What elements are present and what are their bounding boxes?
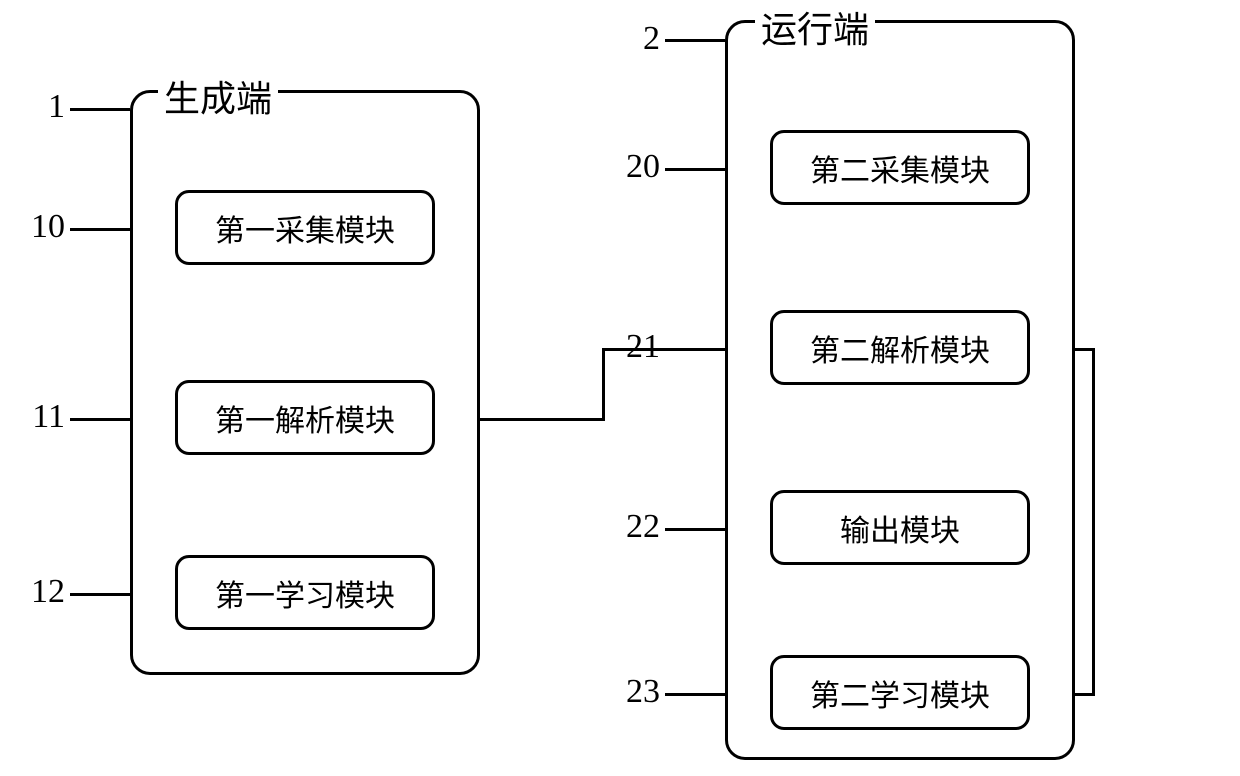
module-label: 第二采集模块	[810, 146, 990, 190]
module-box: 第一学习模块	[175, 555, 435, 630]
module-box: 第一采集模块	[175, 190, 435, 265]
module-id-label: 10	[15, 208, 65, 246]
module-box: 第一解析模块	[175, 380, 435, 455]
module-label: 第一学习模块	[215, 571, 395, 615]
module-label: 输出模块	[840, 506, 960, 550]
module-box: 第二学习模块	[770, 655, 1030, 730]
container-title: 生成端	[158, 70, 278, 122]
module-id-label: 20	[610, 148, 660, 186]
module-label: 第一解析模块	[215, 396, 395, 440]
module-label: 第二学习模块	[810, 671, 990, 715]
module-box: 第二解析模块	[770, 310, 1030, 385]
container-title: 运行端	[755, 1, 875, 53]
connector	[602, 348, 605, 421]
module-id-label: 12	[15, 573, 65, 611]
module-id-label: 23	[610, 673, 660, 711]
container-id-label: 2	[610, 20, 660, 58]
connector	[665, 39, 725, 42]
module-label: 第二解析模块	[810, 326, 990, 370]
container-id-label: 1	[15, 88, 65, 126]
module-box: 输出模块	[770, 490, 1030, 565]
module-id-label: 11	[15, 398, 65, 436]
module-box: 第二采集模块	[770, 130, 1030, 205]
connector	[70, 108, 130, 111]
connector	[1092, 348, 1095, 696]
module-label: 第一采集模块	[215, 206, 395, 250]
module-id-label: 22	[610, 508, 660, 546]
module-id-label: 21	[610, 328, 660, 366]
connector	[480, 418, 605, 421]
